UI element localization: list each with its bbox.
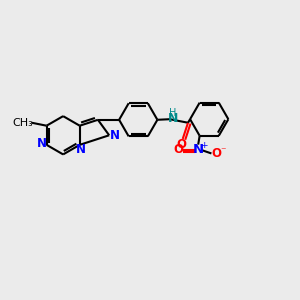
Text: O: O (212, 147, 222, 160)
Text: N: N (193, 143, 204, 156)
Text: H: H (169, 108, 176, 118)
Text: N: N (37, 137, 47, 150)
Text: CH₃: CH₃ (12, 118, 33, 128)
Text: +: + (200, 141, 207, 150)
Text: O: O (173, 143, 183, 156)
Text: N: N (76, 143, 86, 156)
Text: ⁻: ⁻ (220, 146, 225, 156)
Text: N: N (110, 129, 119, 142)
Text: O: O (176, 138, 186, 151)
Text: N: N (167, 112, 178, 125)
